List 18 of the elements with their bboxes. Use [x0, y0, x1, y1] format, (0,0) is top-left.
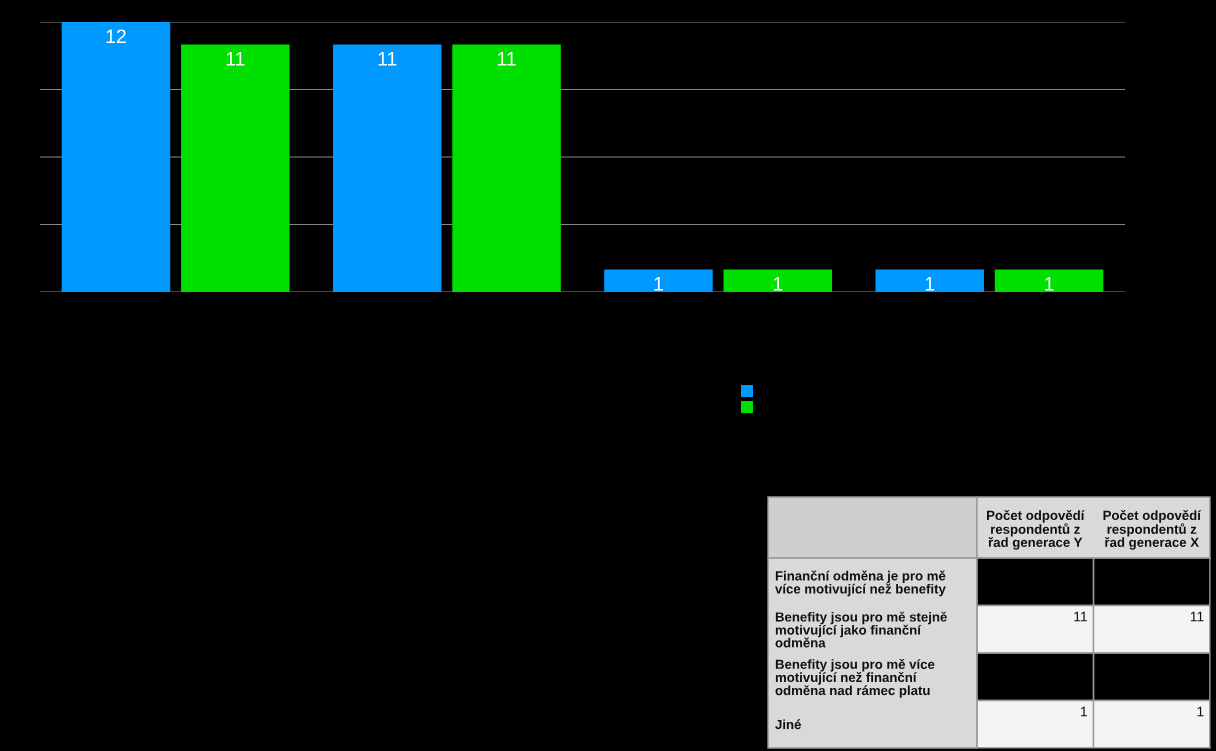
data-label: 1 [654, 277, 663, 291]
y-tick-label: Finanční odměna je pro mě více motivující než benefity [775, 570, 946, 597]
data-label: 1 [773, 277, 783, 291]
data-label: 11 [1074, 611, 1087, 622]
y-tick-label: Benefity jsou pro mě stejně motivující jako finanční odměna [775, 611, 947, 648]
data-label: 11 [226, 52, 245, 66]
data-label: 11 [1190, 611, 1204, 622]
y-tick-label: Jiné [775, 719, 801, 730]
data-label: 1 [1197, 706, 1204, 717]
x-tick-label: Počet odpovědí respondentů z řad generace Y [987, 510, 1085, 550]
data-label: 11 [497, 52, 516, 66]
x-tick-label: Počet odpovědí respondentů z řad generace X [1103, 510, 1202, 550]
data-label: 1 [1081, 706, 1087, 717]
data-label: 1 [925, 277, 935, 291]
data-label: 12 [106, 29, 126, 43]
data-label: 11 [378, 52, 397, 66]
y-tick-label: Benefity jsou pro mě více motivující než finanční odměna nad rámec platu [775, 658, 935, 698]
data-label: 1 [1045, 277, 1054, 291]
